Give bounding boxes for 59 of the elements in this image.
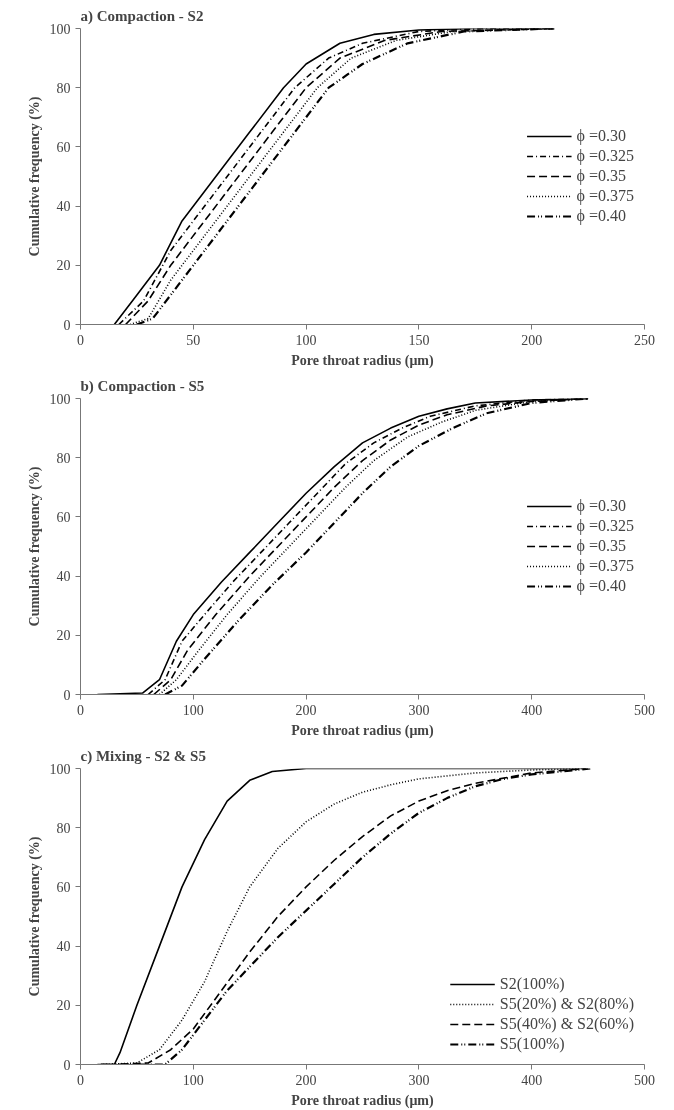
y-axis-title: Cumulative frequency (%) xyxy=(26,836,43,997)
legend-label: ϕ =0.30 xyxy=(576,497,626,515)
y-tick-label: 20 xyxy=(56,258,71,274)
x-tick-label: 0 xyxy=(77,1072,84,1088)
y-tick-label: 100 xyxy=(49,761,71,777)
x-tick-label: 200 xyxy=(295,1072,317,1088)
y-tick-label: 60 xyxy=(56,139,71,155)
x-axis-title: Pore throat radius (μm) xyxy=(291,722,435,739)
chart-title: b) Compaction - S5 xyxy=(80,377,205,395)
y-tick-label: 100 xyxy=(49,391,71,407)
y-tick-label: 80 xyxy=(56,820,71,836)
x-tick-label: 0 xyxy=(77,332,84,348)
x-axis-title: Pore throat radius (μm) xyxy=(291,1092,435,1109)
x-tick-label: 400 xyxy=(521,1072,543,1088)
x-tick-label: 400 xyxy=(521,702,543,718)
x-tick-label: 500 xyxy=(634,702,655,718)
x-tick-label: 100 xyxy=(182,702,204,718)
x-tick-label: 0 xyxy=(77,702,84,718)
legend-label: S5(100%) xyxy=(499,1035,565,1053)
y-axis-title: Cumulative frequency (%) xyxy=(26,466,43,627)
x-tick-label: 250 xyxy=(634,332,655,348)
legend-label: ϕ =0.325 xyxy=(576,147,634,165)
x-tick-label: 500 xyxy=(634,1072,655,1088)
x-tick-label: 50 xyxy=(186,332,201,348)
y-tick-label: 0 xyxy=(63,687,71,703)
y-tick-label: 20 xyxy=(56,998,71,1014)
legend-label: ϕ =0.40 xyxy=(576,577,626,595)
y-tick-label: 40 xyxy=(56,199,71,215)
x-axis-title: Pore throat radius (μm) xyxy=(291,352,435,369)
y-tick-label: 100 xyxy=(49,21,71,37)
y-tick-label: 20 xyxy=(56,628,71,644)
legend-label: ϕ =0.30 xyxy=(576,127,626,145)
legend-label: ϕ =0.35 xyxy=(576,167,626,185)
y-tick-label: 0 xyxy=(63,1057,71,1073)
legend-label: S5(40%) & S2(60%) xyxy=(499,1015,634,1033)
y-axis-title: Cumulative frequency (%) xyxy=(26,96,43,257)
x-tick-label: 300 xyxy=(408,702,430,718)
y-tick-label: 60 xyxy=(56,879,71,895)
legend-label: ϕ =0.40 xyxy=(576,207,626,225)
x-tick-label: 300 xyxy=(408,1072,430,1088)
y-tick-label: 80 xyxy=(56,450,71,466)
legend-label: ϕ =0.375 xyxy=(576,557,634,575)
legend-label: ϕ =0.35 xyxy=(576,537,626,555)
x-tick-label: 200 xyxy=(295,702,317,718)
chart-title: c) Mixing - S2 & S5 xyxy=(80,747,206,765)
x-tick-label: 150 xyxy=(408,332,430,348)
y-tick-label: 60 xyxy=(56,509,71,525)
y-tick-label: 40 xyxy=(56,569,71,585)
chart-title: a) Compaction - S2 xyxy=(80,7,204,25)
x-tick-label: 200 xyxy=(521,332,543,348)
y-tick-label: 40 xyxy=(56,939,71,955)
legend-label: ϕ =0.375 xyxy=(576,187,634,205)
legend-label: S2(100%) xyxy=(499,975,565,993)
legend-label: S5(20%) & S2(80%) xyxy=(499,995,634,1013)
y-tick-label: 0 xyxy=(63,317,71,333)
y-tick-label: 80 xyxy=(56,80,71,96)
x-tick-label: 100 xyxy=(295,332,317,348)
x-tick-label: 100 xyxy=(182,1072,204,1088)
legend-label: ϕ =0.325 xyxy=(576,517,634,535)
